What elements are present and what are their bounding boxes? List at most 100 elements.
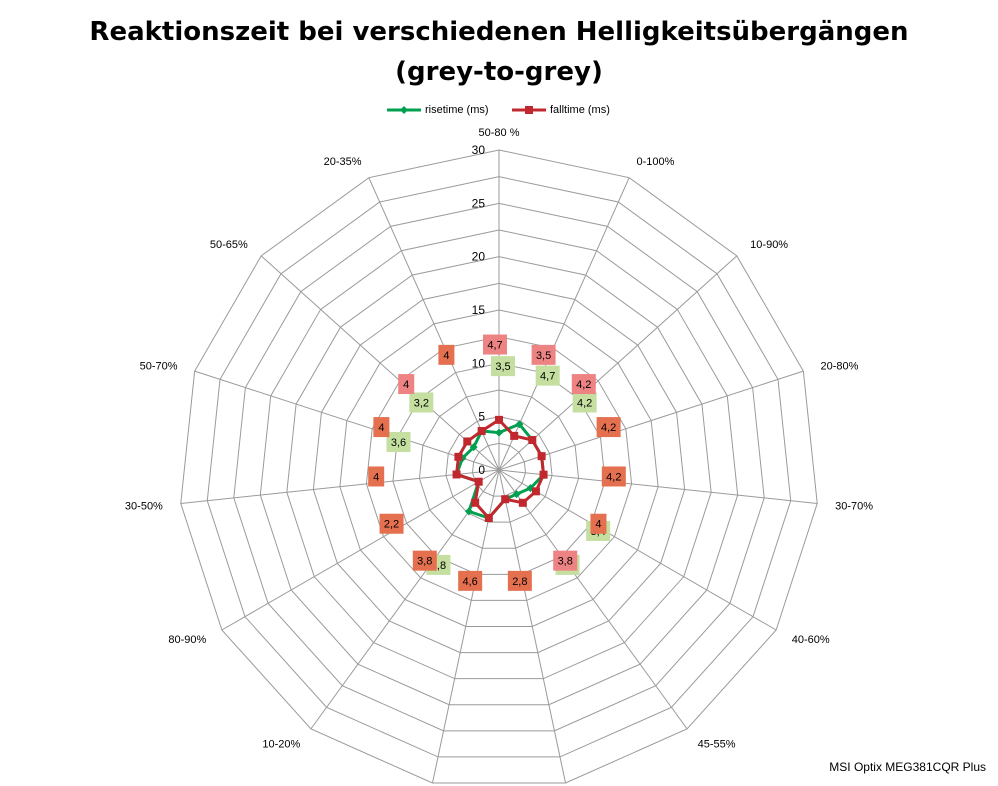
grid-ring [259,229,739,706]
data-label: 4 [595,519,601,531]
grid-spoke [260,255,500,471]
category-label: 40-60% [792,634,830,646]
data-label-box [458,570,483,591]
data-point-fall [528,436,537,445]
grid-ring [418,389,580,549]
data-label: 4,7 [540,371,555,383]
data-label: 4 [378,422,384,434]
data-label-box [386,432,411,453]
data-label: 4,2 [601,422,616,434]
radial-tick-label: 25 [472,196,486,210]
data-point-fall [539,470,548,479]
data-label-box [553,550,578,571]
legend-marker-falltime [512,106,546,114]
data-label-box [572,392,597,413]
data-label-box [491,356,515,377]
data-label: 2,8 [512,576,527,588]
grid-ring [286,256,712,680]
data-label: 4,2 [577,397,592,409]
grid-ring [392,362,606,575]
data-point-rise [515,420,524,429]
grid-ring [365,336,633,601]
data-point-rise [495,428,503,437]
chart-title-line1: Reaktionszeit bei verschiedenen Helligke… [89,17,909,47]
legend-marker-risetime [387,106,421,114]
grid-spoke [498,255,738,471]
grid-spoke [498,469,818,504]
data-point-fall [454,452,463,461]
data-label-box [507,570,532,591]
category-label: 10-20% [262,738,300,750]
grid-ring [445,416,553,523]
grid-ring [180,149,818,784]
grid-spoke [180,469,500,504]
category-label: 20-35% [324,156,362,168]
series-line-1 [455,418,546,520]
grid-spoke [221,469,500,631]
grid-spoke [498,469,777,631]
data-point-fall [518,498,527,507]
data-label-box [531,344,556,365]
radial-tick-label: 0 [478,463,485,477]
radial-tick-label: 30 [472,143,486,157]
data-label-box [590,513,607,534]
category-label: 0-100% [636,156,674,168]
data-label: 3,8 [558,556,573,568]
data-label-box [379,513,404,534]
data-point-fall [531,487,540,496]
data-label: 4,7 [487,340,502,352]
chart-title-line2: (grey-to-grey) [395,57,603,87]
grid-spoke [498,469,567,784]
data-point-fall [474,477,483,486]
legend-label-falltime: falltime (ms) [550,104,610,116]
data-label-box [571,374,596,395]
data-point-fall [495,415,503,424]
category-label: 30-70% [835,500,873,512]
grid-ring [471,442,527,497]
data-point-rise [512,490,521,499]
data-label: 4,2 [606,471,621,483]
grid-spoke [498,177,630,471]
data-point-fall [484,513,493,522]
data-label: 4,6 [463,576,478,588]
data-label-box [412,550,437,571]
data-label-box [438,344,455,365]
data-label: 4 [373,471,379,483]
data-label-box [373,417,390,438]
data-label: 4,2 [576,379,591,391]
category-label: 30-50% [125,500,163,512]
grid-ring [206,176,792,758]
category-label: 45-55% [698,738,736,750]
grid-ring [339,309,659,628]
data-label-box [398,374,415,395]
data-label: 3,5 [536,350,551,362]
legend-label-risetime: risetime (ms) [425,104,489,116]
data-point-fall [501,495,510,504]
data-point-fall [510,431,519,440]
data-label: 3,8 [417,556,432,568]
category-label: 80-90% [168,634,206,646]
grid-spoke [498,469,688,730]
data-label-box [409,392,434,413]
data-point-fall [477,427,486,436]
radial-tick-label: 15 [472,303,486,317]
grid-spoke [431,469,500,784]
data-label-box [368,466,385,487]
data-point-fall [463,437,472,446]
data-label-box [601,466,626,487]
data-label: 3,2 [414,397,429,409]
data-label: 4 [403,379,409,391]
chart-legend: risetime (ms) falltime (ms) [385,102,625,118]
category-label: 50-80 % [479,127,520,139]
radial-tick-label: 10 [472,356,486,370]
radial-tick-label: 20 [472,250,486,264]
category-label: 50-70% [140,361,178,373]
data-point-fall [452,470,461,479]
grid-spoke [194,370,500,471]
data-label: 2,2 [384,519,399,531]
chart-title: Reaktionszeit bei verschiedenen Helligke… [0,12,998,92]
data-point-rise [464,507,473,516]
data-label-box [535,365,560,386]
data-label: 3,5 [495,361,510,373]
